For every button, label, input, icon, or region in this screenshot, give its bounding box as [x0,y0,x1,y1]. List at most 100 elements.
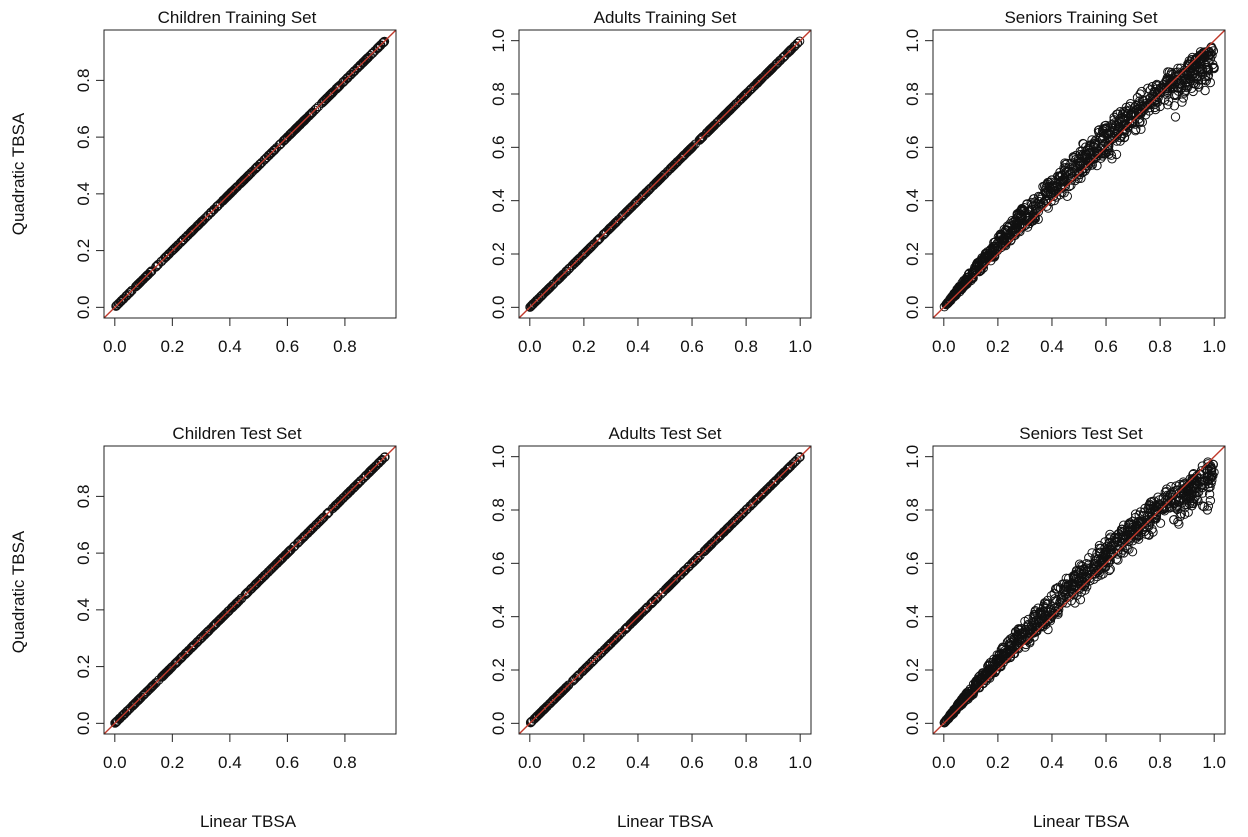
data-point [1010,227,1020,237]
data-point [683,146,694,156]
data-point [208,621,218,632]
data-point [194,219,205,229]
scatter-points [111,36,390,311]
data-point [1193,53,1203,63]
data-point [1193,495,1203,506]
y-tick-label: 0.4 [489,189,508,213]
y-tick-label: 0.6 [903,136,922,160]
data-point [172,241,182,251]
data-point [193,636,203,647]
data-point [1115,136,1125,146]
data-point [1145,504,1155,514]
panel-title: Adults Training Set [594,8,737,27]
data-point [767,63,778,73]
y-tick-label: 0.4 [903,189,922,213]
data-point [703,126,713,137]
data-point [640,604,651,614]
data-point [680,565,690,575]
data-point [118,710,128,720]
data-point [180,649,190,660]
data-point [1013,633,1023,644]
data-point [1195,469,1205,479]
data-point [1198,501,1208,511]
data-point [238,176,248,186]
data-point [606,222,616,232]
data-point [1080,166,1090,176]
data-point [254,159,265,170]
data-point [579,248,590,259]
y-tick-label: 0.4 [74,182,93,206]
data-point [1135,108,1146,118]
panel-seniors-training: Seniors Training Set 0.0 0.2 0.4 0.6 0.8 1.0 0… [903,8,1226,356]
data-point [1125,527,1135,538]
data-point [1047,611,1057,621]
data-point [375,40,385,51]
data-point [627,201,637,212]
data-point [1027,199,1037,209]
data-point [1136,518,1146,529]
data-point [377,454,387,465]
y-tick-label: 0.2 [489,658,508,682]
data-point [1137,86,1147,97]
data-point [1000,240,1010,250]
data-point [378,37,388,48]
data-point [1203,51,1213,61]
data-point [187,226,198,236]
data-point [568,676,578,686]
data-point [376,455,387,465]
y-tick-label: 0.8 [489,82,508,106]
data-point [574,669,585,680]
data-point [1076,561,1086,571]
data-point [1103,547,1114,558]
y-tick-label: 0.8 [903,82,922,106]
data-point [651,178,661,188]
y-tick-label: 0.2 [489,242,508,266]
x-tick-label: 0.6 [1094,337,1118,356]
data-point [306,524,317,534]
data-point [1061,171,1072,182]
data-point [681,564,691,575]
data-point [1075,159,1086,169]
y-tick-label: 1.0 [903,445,922,469]
data-point [587,657,597,667]
y-axis-label-top: Quadratic TBSA [9,112,28,235]
plot-frame [103,445,397,735]
data-point [322,509,332,519]
data-point [527,716,537,726]
data-point [262,152,272,163]
data-point [1084,553,1094,563]
x-tick-label: 1.0 [1202,337,1226,356]
data-point [257,573,268,583]
data-point [125,287,136,297]
data-point [639,189,649,200]
data-point [766,64,776,75]
data-point [525,302,535,312]
data-point [1113,545,1123,555]
data-point [609,635,620,645]
data-point [1204,470,1215,480]
data-point [148,680,158,691]
data-point [598,230,608,240]
data-point [528,299,538,309]
data-point [353,62,363,73]
data-point [1185,484,1195,494]
data-point [1172,500,1183,510]
plot-frame [518,29,812,319]
data-point [735,95,745,105]
data-point [1040,604,1051,614]
data-point [1135,507,1146,517]
data-point [327,88,338,98]
data-point [1174,519,1184,529]
data-point [1086,155,1096,165]
y-tick-label: 0.6 [489,136,508,160]
x-tick-label: 0.8 [1148,753,1172,772]
data-point [571,256,582,267]
data-point [1113,529,1124,539]
data-point [122,290,132,301]
data-point [642,186,652,197]
data-point [227,187,237,197]
data-point [1177,97,1187,107]
data-point [263,567,273,577]
data-point [200,629,210,640]
data-point [336,495,346,506]
